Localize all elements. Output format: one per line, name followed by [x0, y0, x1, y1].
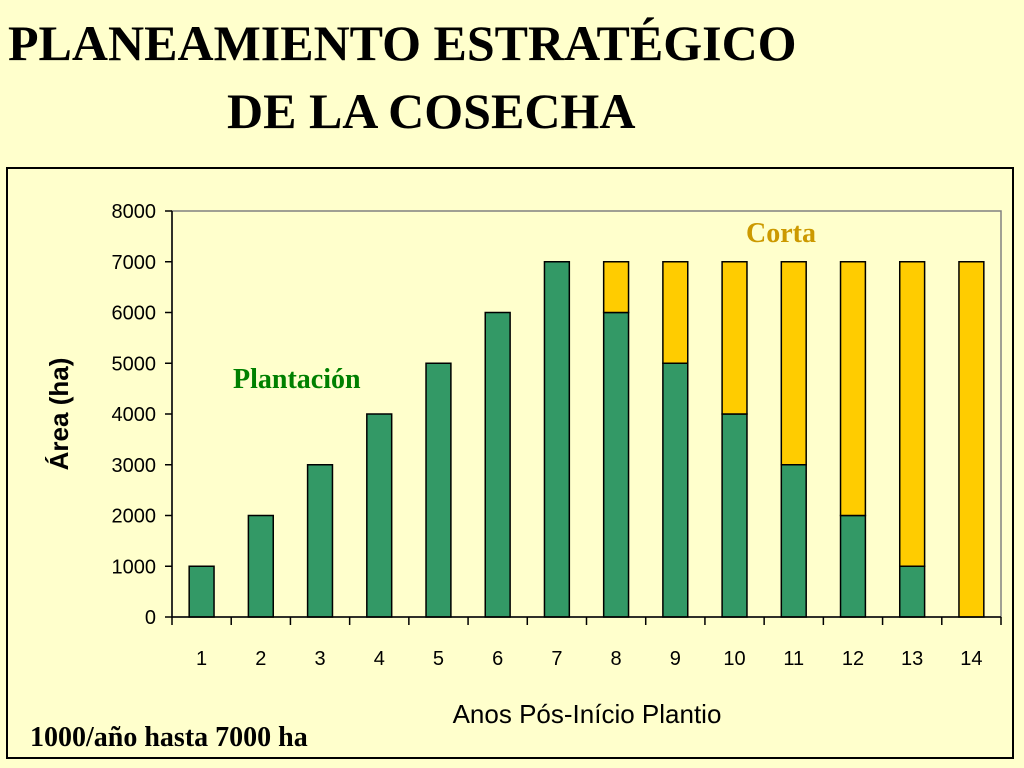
bar-plantacion [188, 565, 215, 618]
bar-plantacion [662, 362, 689, 618]
y-tick-label: 2000 [112, 506, 157, 528]
x-tick-label: 13 [901, 648, 923, 670]
bar-corta [958, 261, 985, 618]
x-tick-label: 9 [670, 648, 681, 670]
y-tick-label: 7000 [112, 252, 157, 274]
y-tick-label: 8000 [112, 201, 157, 223]
bar-corta [602, 261, 630, 314]
footnote: 1000/año hasta 7000 ha [30, 722, 308, 753]
y-tick-label: 3000 [112, 455, 157, 477]
bar-corta [721, 261, 748, 415]
bar-plantacion [721, 413, 748, 618]
y-tick-label: 1000 [112, 556, 157, 578]
bar-corta [898, 261, 926, 567]
annotation-plantacion: Plantación [233, 364, 361, 395]
bar-plantacion [839, 514, 867, 618]
bar-plantacion [543, 261, 571, 618]
x-axis-label: Anos Pós-Início Plantio [453, 699, 722, 729]
x-tick-label: 12 [842, 648, 864, 670]
slide-title-line-1: PLANEAMIENTO ESTRATÉGICO [8, 15, 797, 71]
bar-plantacion [306, 464, 334, 618]
x-tick-label: 3 [314, 648, 325, 670]
x-tick-label: 6 [492, 648, 503, 670]
bar-plantacion [780, 464, 807, 618]
y-tick-label: 6000 [112, 303, 157, 325]
bars [188, 261, 985, 618]
y-tick-label: 0 [145, 607, 156, 629]
y-tick-label: 5000 [112, 353, 157, 375]
y-axis-ticks: 0 1000 2000 3000 4000 5000 6000 7000 8000 [112, 201, 172, 629]
slide-title-line-2: DE LA COSECHA [227, 83, 636, 139]
x-axis-ticks: 1 2 3 4 5 6 7 8 9 10 11 12 13 14 [171, 617, 1002, 670]
bar-plantacion [366, 413, 393, 618]
bar-corta [780, 261, 807, 466]
bar-plantacion [898, 565, 926, 618]
x-tick-label: 14 [960, 648, 982, 670]
bar-plantacion [602, 311, 630, 618]
x-tick-label: 7 [551, 648, 562, 670]
x-tick-label: 10 [723, 648, 745, 670]
x-tick-label: 8 [611, 648, 622, 670]
bar-plantacion [484, 311, 511, 618]
bar-plantacion [247, 514, 275, 618]
bar-corta [839, 261, 867, 517]
x-tick-label: 11 [783, 648, 804, 670]
x-tick-label: 4 [374, 648, 385, 670]
x-tick-label: 1 [196, 648, 207, 670]
bar-plantacion [425, 362, 452, 618]
annotation-corta: Corta [746, 218, 816, 249]
bar-corta [662, 261, 689, 364]
x-tick-label: 5 [433, 648, 444, 670]
y-axis-label: Área (ha) [44, 358, 74, 471]
plot-area [171, 210, 1002, 618]
x-tick-label: 2 [255, 648, 266, 670]
y-tick-label: 4000 [112, 404, 157, 426]
